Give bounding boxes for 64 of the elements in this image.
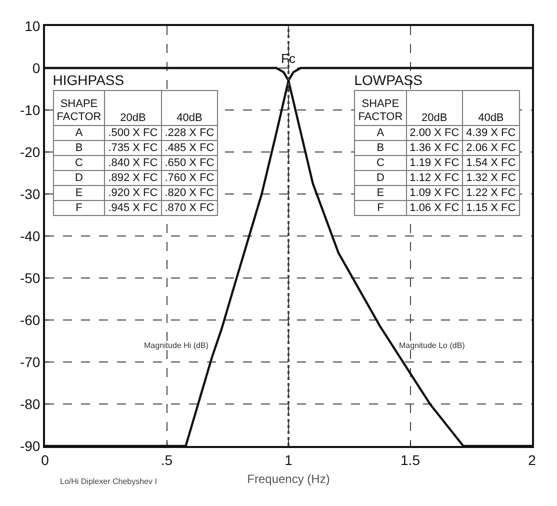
annotation: C — [354, 156, 406, 171]
x-tick-label: 1.5 — [400, 452, 420, 468]
annotation: .760 X FC — [161, 170, 218, 186]
annotation: D — [53, 170, 105, 186]
x-axis-title: Frequency (Hz) — [247, 472, 330, 486]
annotation: C — [53, 156, 105, 171]
annotation: 1.12 X FC — [406, 170, 463, 186]
annotation: .892 X FC — [104, 170, 162, 186]
text: LOWPASS — [354, 72, 424, 88]
annotation: A — [53, 126, 105, 141]
annotation: 2.00 X FC — [406, 126, 463, 141]
annotation: .945 X FC — [104, 200, 162, 216]
text: Lo/Hi Diplexer Chebyshev I — [60, 477, 157, 486]
annotation: .920 X FC — [104, 186, 162, 201]
annotation: 1.54 X FC — [462, 156, 520, 171]
x-tick-label: 2 — [528, 452, 536, 468]
annotation: 1.06 X FC — [406, 200, 463, 216]
annotation: SHAPE FACTOR — [53, 90, 105, 126]
y-tick-label: 0 — [32, 60, 40, 76]
annotation: F — [53, 200, 105, 216]
y-tick-label: -70 — [20, 354, 40, 370]
annotation: 2.06 X FC — [462, 140, 520, 156]
series-label: Magnitude Lo (dB) — [399, 341, 466, 350]
y-tick-label: 10 — [24, 18, 40, 34]
y-tick-label: -90 — [20, 438, 40, 454]
annotation: 1.22 X FC — [462, 186, 520, 201]
y-tick-label: -80 — [20, 396, 40, 412]
annotation: E — [53, 186, 105, 201]
annotation: A — [354, 126, 406, 141]
annotation: 20dB — [104, 90, 162, 126]
annotation: B — [53, 140, 105, 156]
annotation: 40dB — [161, 90, 218, 126]
annotation: .485 X FC — [161, 140, 218, 156]
annotation: .820 X FC — [161, 186, 218, 201]
annotation: .840 X FC — [104, 156, 162, 171]
text: HIGHPASS — [52, 72, 126, 88]
annotation: 1.19 X FC — [406, 156, 463, 171]
annotation: B — [354, 140, 406, 156]
series-label: Magnitude Hi (dB) — [144, 341, 209, 350]
annotation: .735 X FC — [104, 140, 162, 156]
x-tick-label: 1 — [284, 452, 293, 468]
annotation: 40dB — [462, 90, 520, 126]
annotation: 20dB — [406, 90, 463, 126]
y-tick-label: -20 — [20, 144, 40, 160]
annotation: .870 X FC — [161, 200, 218, 216]
annotation: .500 X FC — [104, 126, 162, 141]
annotation: .650 X FC — [161, 156, 218, 171]
y-tick-label: -50 — [20, 270, 40, 286]
y-tick-label: -60 — [20, 312, 40, 328]
annotation: 1.09 X FC — [406, 186, 463, 201]
annotation: SHAPE FACTOR — [354, 90, 406, 126]
y-tick-label: -30 — [20, 186, 40, 202]
x-tick-label: .5 — [160, 452, 173, 468]
y-tick-label: -40 — [20, 228, 40, 244]
ref-line-label: Fc — [281, 51, 296, 66]
y-tick-label: -10 — [20, 102, 40, 118]
annotation: .228 X FC — [161, 126, 218, 141]
annotation: D — [354, 170, 406, 186]
annotation: 1.36 X FC — [406, 140, 463, 156]
annotation: 1.15 X FC — [462, 200, 520, 216]
annotation: 1.32 X FC — [462, 170, 520, 186]
annotation: E — [354, 186, 406, 201]
annotation: 4.39 X FC — [462, 126, 520, 141]
annotation: F — [354, 200, 406, 216]
